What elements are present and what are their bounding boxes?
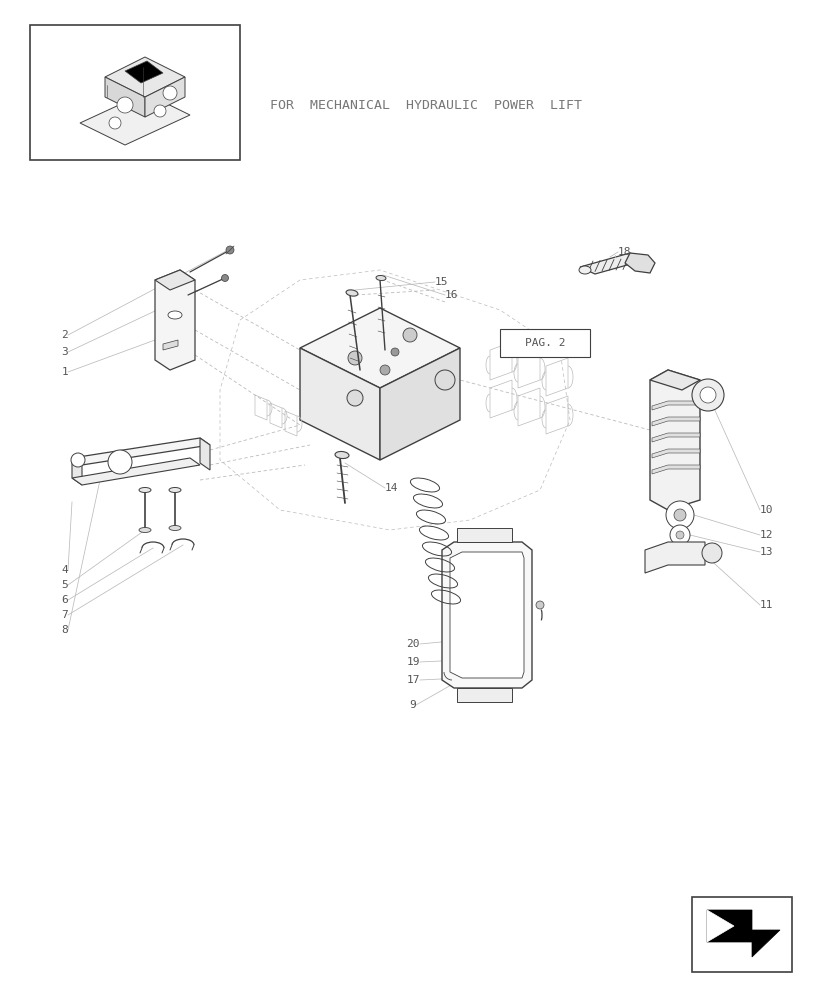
Text: 19: 19	[406, 657, 419, 667]
Polygon shape	[163, 340, 178, 350]
Polygon shape	[457, 688, 511, 702]
Polygon shape	[80, 93, 189, 145]
Ellipse shape	[139, 528, 151, 532]
Text: 10: 10	[759, 505, 772, 515]
Polygon shape	[72, 458, 200, 485]
Polygon shape	[651, 449, 699, 458]
Polygon shape	[105, 77, 145, 117]
Text: 17: 17	[406, 675, 419, 685]
Polygon shape	[299, 308, 460, 388]
Polygon shape	[457, 528, 511, 542]
Polygon shape	[649, 370, 699, 510]
Polygon shape	[706, 910, 779, 957]
Text: 13: 13	[759, 547, 772, 557]
Ellipse shape	[139, 488, 151, 492]
Circle shape	[691, 379, 723, 411]
Circle shape	[665, 501, 693, 529]
Polygon shape	[651, 465, 699, 474]
Text: 7: 7	[61, 610, 68, 620]
Text: 20: 20	[406, 639, 419, 649]
Text: 5: 5	[61, 580, 68, 590]
Polygon shape	[649, 370, 699, 390]
Text: 12: 12	[759, 530, 772, 540]
Text: 2: 2	[61, 330, 68, 340]
Bar	[691, 897, 791, 972]
Bar	[500, 329, 590, 357]
Circle shape	[535, 601, 543, 609]
Polygon shape	[442, 542, 532, 688]
Circle shape	[434, 370, 455, 390]
Ellipse shape	[578, 266, 590, 274]
Text: 11: 11	[759, 600, 772, 610]
Polygon shape	[125, 61, 163, 83]
Polygon shape	[200, 438, 210, 470]
Circle shape	[669, 525, 689, 545]
Polygon shape	[380, 348, 460, 460]
Text: 9: 9	[409, 700, 415, 710]
Circle shape	[347, 390, 362, 406]
Circle shape	[226, 246, 234, 254]
Ellipse shape	[335, 451, 348, 459]
Circle shape	[108, 450, 131, 474]
Polygon shape	[651, 417, 699, 426]
Text: FOR  MECHANICAL  HYDRAULIC  POWER  LIFT: FOR MECHANICAL HYDRAULIC POWER LIFT	[270, 99, 581, 112]
Circle shape	[71, 453, 85, 467]
Text: 4: 4	[61, 565, 68, 575]
Text: 1: 1	[61, 367, 68, 377]
Polygon shape	[624, 253, 654, 273]
Polygon shape	[155, 270, 195, 370]
Text: 6: 6	[61, 595, 68, 605]
Text: 14: 14	[385, 483, 398, 493]
Circle shape	[117, 97, 133, 113]
Polygon shape	[651, 433, 699, 442]
Polygon shape	[449, 552, 523, 678]
Circle shape	[699, 387, 715, 403]
Polygon shape	[644, 542, 704, 573]
Text: 15: 15	[434, 277, 448, 287]
Polygon shape	[72, 438, 210, 465]
Circle shape	[673, 509, 686, 521]
Text: 16: 16	[444, 290, 458, 300]
Ellipse shape	[168, 311, 182, 319]
Circle shape	[163, 86, 177, 100]
Circle shape	[701, 543, 721, 563]
Polygon shape	[651, 401, 699, 410]
Polygon shape	[706, 910, 733, 942]
Circle shape	[154, 105, 165, 117]
Polygon shape	[299, 348, 380, 460]
Bar	[30, 25, 240, 160]
Polygon shape	[579, 253, 644, 274]
Circle shape	[347, 351, 361, 365]
Circle shape	[222, 274, 228, 282]
Text: 8: 8	[61, 625, 68, 635]
Circle shape	[380, 365, 390, 375]
Circle shape	[109, 117, 121, 129]
Circle shape	[390, 348, 399, 356]
Text: 18: 18	[617, 247, 631, 257]
Text: PAG. 2: PAG. 2	[524, 338, 565, 348]
Polygon shape	[155, 270, 195, 290]
Text: 3: 3	[61, 347, 68, 357]
Ellipse shape	[346, 290, 357, 296]
Circle shape	[675, 531, 683, 539]
Ellipse shape	[169, 488, 181, 492]
Ellipse shape	[375, 275, 385, 281]
Ellipse shape	[169, 526, 181, 530]
Polygon shape	[72, 458, 82, 485]
Polygon shape	[145, 77, 184, 117]
Circle shape	[403, 328, 417, 342]
Polygon shape	[105, 57, 184, 97]
